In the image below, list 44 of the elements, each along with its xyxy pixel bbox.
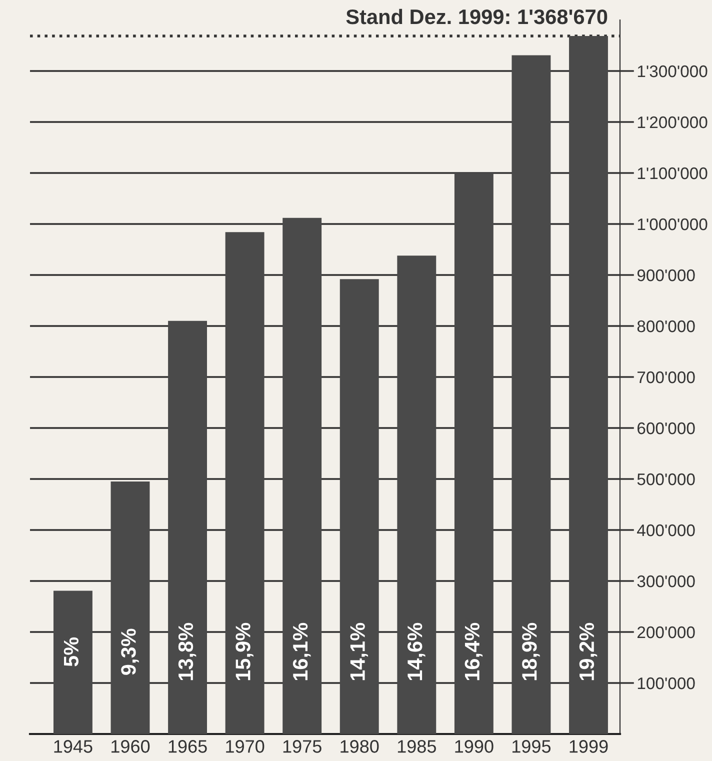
x-tick-label: 1945 [54,740,92,753]
y-tick-label: 800'000 [637,320,695,332]
y-tick-label: 1'300'000 [638,65,708,78]
x-tick-label: 1965 [168,740,207,753]
x-tick-label: 1999 [570,740,608,753]
bar [397,256,436,734]
y-tick-label: 600'000 [638,422,695,434]
x-tick-label: 1985 [398,740,436,753]
y-tick-label: 200'000 [638,626,695,638]
annotation: 16,4% [464,622,483,680]
y-tick-label: 100'000 [638,677,695,690]
bar [569,36,608,734]
annotation: 18,9% [522,622,540,680]
x-tick-label: 1975 [283,740,322,753]
annotation: 14,6% [407,622,426,680]
bar [512,55,551,734]
annotation: 5% [64,637,79,666]
x-tick-label: 1980 [340,740,379,753]
bar [340,279,379,734]
annotation: 9,3% [121,628,139,675]
y-tick-label: 400'000 [637,524,695,536]
ref-line-label: Stand Dez. 1999: 1'368'670 [346,8,608,24]
x-tick-label: 1970 [226,740,264,753]
y-tick-label: 300'000 [637,575,695,588]
y-tick-label: 1'200'000 [638,116,708,128]
annotation: 15,9% [236,622,254,680]
y-tick-label: 1'100'000 [638,167,708,180]
y-tick-label: 500'000 [637,473,695,486]
bar [282,218,322,734]
bar [225,232,264,734]
x-tick-label: 1990 [455,740,494,753]
y-tick-label: 900'000 [637,269,695,282]
y-tick-label: 700'000 [638,371,695,384]
annotation: 19,2% [579,622,598,680]
bar [454,173,494,734]
annotation: 14,1% [350,622,368,680]
annotation: 13,8% [178,622,196,680]
bar [110,482,150,734]
annotation: 16,1% [292,622,311,680]
x-tick-label: 1995 [512,740,551,753]
y-tick-label: 1'000'000 [638,218,708,230]
bar [53,590,92,734]
bar [168,320,207,734]
x-tick-label: 1960 [112,740,150,753]
